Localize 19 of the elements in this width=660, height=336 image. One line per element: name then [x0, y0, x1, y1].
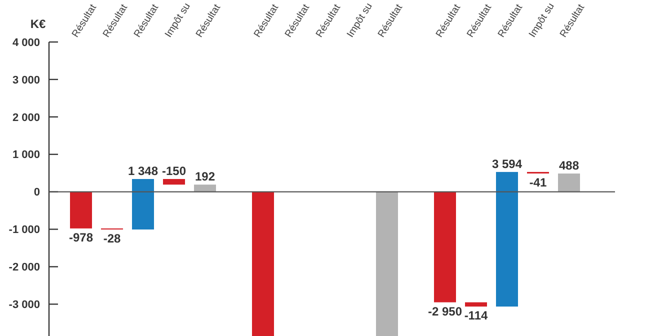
data-label: -28	[103, 231, 121, 246]
data-label: 1 348	[128, 164, 158, 178]
y-axis-title: K€	[30, 17, 46, 31]
data-label: 3 594	[492, 156, 522, 171]
y-tick-label: 2 000	[12, 112, 40, 124]
y-tick-label: 1 000	[12, 149, 40, 162]
data-label: -114	[464, 308, 488, 323]
data-label: 192	[194, 170, 216, 184]
y-tick-label: 4 000	[12, 36, 40, 49]
data-label: -41	[529, 175, 547, 190]
data-label: -978	[68, 230, 94, 244]
y-tick-label: 3 000	[12, 74, 40, 86]
y-tick-label: 0	[34, 186, 40, 199]
data-label: 488	[558, 158, 580, 173]
y-tick-label: -2 000	[8, 262, 40, 274]
y-tick-label: -1 000	[8, 224, 40, 236]
y-tick-label: -3 000	[8, 299, 40, 312]
data-label: -2 950	[428, 304, 462, 318]
data-label: -150	[162, 164, 186, 178]
